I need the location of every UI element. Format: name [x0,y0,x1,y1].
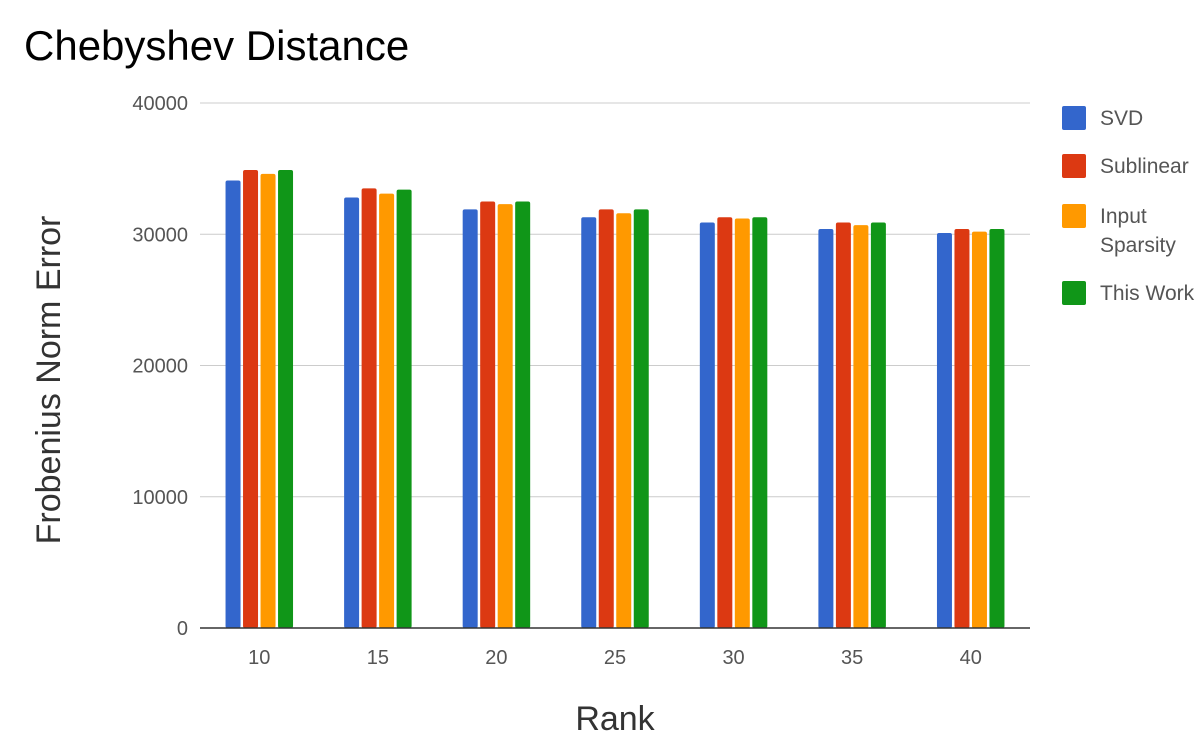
legend-label: Sublinear [1100,155,1189,178]
bar-sublinear-15 [361,188,377,628]
bar-this-work-40 [989,229,1005,628]
x-tick-label: 30 [722,647,744,669]
x-tick-label: 15 [367,647,389,669]
bar-svd-30 [699,222,715,628]
x-tick-labels: 10 15 20 25 30 35 40 [248,647,982,669]
bar-input-sparsity-40 [971,231,987,628]
bar-this-work-25 [633,209,649,628]
x-tick-label: 35 [841,647,863,669]
bar-this-work-20 [515,201,531,628]
bar-sublinear-30 [717,217,733,628]
x-axis-label: Rank [575,700,655,738]
bars [225,169,1005,628]
legend-swatch-input-sparsity [1062,204,1086,228]
y-tick-label: 0 [177,618,188,640]
y-tick-label: 20000 [132,356,188,378]
x-tick-label: 40 [960,647,982,669]
bar-sublinear-20 [480,201,496,628]
x-tick-label: 20 [485,647,507,669]
legend: SVD Sublinear Input Sparsity This Work [1062,106,1195,305]
bar-this-work-15 [396,189,412,628]
bar-sublinear-10 [243,169,259,628]
legend-label: This Work [1100,282,1195,305]
legend-label: SVD [1100,107,1143,130]
legend-swatch-sublinear [1062,154,1086,178]
bar-input-sparsity-35 [853,225,869,628]
legend-label: Sparsity [1100,234,1176,257]
bar-this-work-35 [870,222,886,628]
bar-input-sparsity-20 [497,204,513,628]
y-tick-label: 10000 [132,487,188,509]
bar-this-work-10 [278,169,294,628]
grid [200,102,1030,498]
bar-svd-10 [225,180,241,628]
bar-sublinear-40 [954,229,970,628]
legend-swatch-svd [1062,106,1086,130]
x-tick-label: 10 [248,647,270,669]
legend-swatch-this-work [1062,281,1086,305]
x-tick-label: 25 [604,647,626,669]
bar-svd-20 [462,209,478,628]
bar-sublinear-35 [835,222,851,628]
bar-svd-25 [581,217,597,628]
bar-svd-35 [818,229,834,628]
bar-input-sparsity-30 [734,218,750,628]
bar-input-sparsity-10 [260,173,276,628]
y-axis-label: Frobenius Norm Error [30,216,68,545]
y-tick-label: 40000 [132,93,188,115]
bar-svd-15 [344,197,360,628]
y-tick-label: 30000 [132,224,188,246]
bar-input-sparsity-25 [616,213,632,628]
legend-label: Input [1100,205,1147,228]
chart-title: Chebyshev Distance [24,22,409,69]
bar-this-work-30 [752,217,768,628]
bar-sublinear-25 [598,209,614,628]
bar-input-sparsity-15 [379,193,395,628]
bar-svd-40 [936,232,952,628]
y-tick-labels: 0 10000 20000 30000 40000 [132,93,188,640]
